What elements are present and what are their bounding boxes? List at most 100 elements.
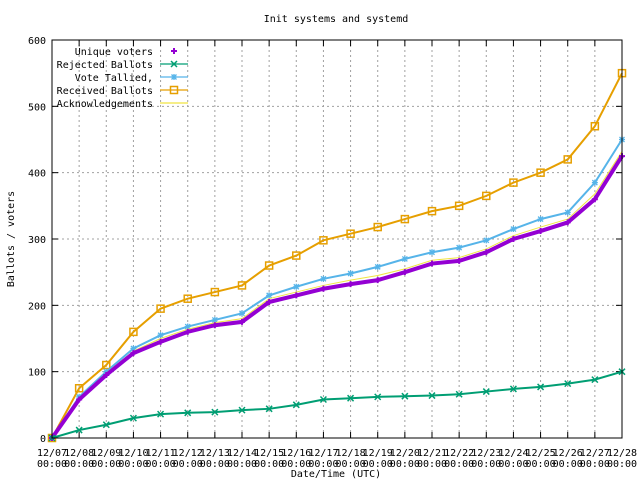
data-point-received-ballots: [536, 168, 545, 177]
y-tick-label: 200: [28, 301, 46, 312]
y-tick-label: 300: [28, 235, 46, 246]
x-tick-label: 12/08: [64, 448, 94, 459]
x-tick-time-label: 00:00: [146, 459, 176, 470]
data-point-rejected-ballots: [157, 410, 165, 418]
x-tick-time-label: 00:00: [281, 459, 311, 470]
data-point-unique-voters: [320, 285, 327, 292]
data-point-unique-voters: [184, 328, 191, 335]
x-tick-label: 12/11: [146, 448, 176, 459]
data-point-unique-voters: [401, 269, 408, 276]
legend-label: Received Ballots: [57, 86, 153, 97]
data-point-received-ballots: [264, 261, 274, 270]
data-point-received-ballots: [183, 294, 192, 303]
x-tick-label: 12/16: [281, 448, 311, 459]
grid: [52, 40, 622, 438]
x-tick-label: 12/19: [363, 448, 393, 459]
x-tick-time-label: 00:00: [526, 459, 556, 470]
data-point-vote-tallied: [239, 310, 245, 317]
legend-item-unique-voters: Unique voters: [75, 47, 177, 58]
data-point-vote-tallied: [374, 263, 381, 270]
x-tick-label: 12/22: [444, 448, 474, 459]
data-point-rejected-ballots: [482, 388, 490, 396]
data-point-unique-voters: [157, 338, 164, 345]
x-axis-label: Date/Time (UTC): [291, 469, 381, 480]
x-tick-time-label: 00:00: [118, 459, 148, 470]
chart-title: Init systems and systemd: [264, 14, 409, 25]
data-point-rejected-ballots: [401, 392, 409, 400]
series-line-acknowledgements: [51, 151, 623, 439]
data-point-rejected-ballots: [75, 426, 83, 434]
x-tick-label: 12/27: [580, 448, 610, 459]
y-tick-label: 100: [28, 368, 46, 379]
data-point-unique-voters: [537, 228, 544, 235]
x-tick-time-label: 00:00: [498, 459, 528, 470]
data-point-unique-voters: [456, 257, 463, 264]
data-point-rejected-ballots: [184, 409, 192, 417]
data-point-unique-voters: [564, 219, 571, 226]
data-point-vote-tallied: [266, 292, 273, 299]
series-unique-voters: [49, 153, 625, 441]
data-point-unique-voters: [211, 322, 218, 329]
data-point-vote-tallied: [564, 209, 571, 216]
data-point-received-ballots: [156, 304, 165, 313]
x-tick-label: 12/09: [91, 448, 121, 459]
data-point-rejected-ballots: [537, 383, 545, 391]
y-tick-label: 400: [28, 169, 46, 180]
x-tick-label: 12/20: [390, 448, 420, 459]
data-point-received-ballots: [129, 327, 138, 337]
data-point-unique-voters: [591, 196, 598, 203]
data-point-received-ballots: [346, 229, 355, 238]
data-point-vote-tallied: [537, 216, 544, 223]
data-point-unique-voters: [293, 292, 300, 299]
data-point-rejected-ballots: [211, 408, 219, 416]
data-point-received-ballots: [509, 178, 518, 187]
x-tick-label: 12/23: [471, 448, 501, 459]
data-point-rejected-ballots: [455, 390, 463, 398]
data-point-received-ballots: [237, 281, 247, 290]
x-tick-time-label: 00:00: [37, 459, 67, 470]
data-point-unique-voters: [347, 281, 354, 288]
data-point-received-ballots: [319, 236, 328, 245]
data-point-unique-voters: [483, 249, 490, 256]
legend-label: Unique voters: [75, 47, 153, 58]
legend-item-acknowledgements: Acknowledgements: [57, 99, 188, 110]
x-tick-time-label: 00:00: [200, 459, 230, 470]
data-point-vote-tallied: [320, 275, 327, 282]
legend: Unique voters Rejected Ballots Vote Tallie…: [57, 47, 188, 110]
x-tick-label: 12/18: [336, 448, 366, 459]
legend-item-rejected-ballots: Rejected Ballots: [57, 60, 188, 71]
x-tick-time-label: 00:00: [363, 459, 393, 470]
x-tick-label: 12/13: [200, 448, 230, 459]
data-point-rejected-ballots: [347, 394, 355, 402]
data-point-vote-tallied: [130, 345, 137, 352]
x-tick-label: 12/07: [37, 448, 67, 459]
data-point-rejected-ballots: [319, 395, 327, 404]
series-line-rejected-ballots: [51, 370, 623, 439]
data-point-received-ballots: [373, 222, 382, 232]
legend-marker: [169, 85, 179, 95]
data-point-unique-voters: [429, 260, 435, 267]
legend-marker: [171, 48, 177, 54]
data-point-rejected-ballots: [374, 393, 382, 401]
legend-marker: [170, 60, 178, 68]
y-axis-label: Ballots / voters: [6, 191, 17, 287]
data-point-vote-tallied: [483, 237, 490, 244]
x-tick-label: 12/26: [553, 448, 583, 459]
data-point-received-ballots: [102, 360, 111, 370]
data-point-received-ballots: [292, 251, 301, 260]
series-line-received-ballots: [51, 72, 623, 439]
series-vote-tallied: [49, 136, 625, 441]
series-layer: [47, 68, 627, 443]
data-point-rejected-ballots: [428, 392, 436, 400]
legend-item-vote-tallied: Vote Tallied,: [75, 73, 188, 84]
x-tick-label: 12/25: [526, 448, 556, 459]
x-tick-time-label: 00:00: [417, 459, 447, 470]
x-tick-time-label: 00:00: [173, 459, 203, 470]
data-point-unique-voters: [103, 371, 110, 378]
x-tick-time-label: 00:00: [444, 459, 474, 470]
series-line-vote-tallied: [51, 138, 623, 439]
data-point-rejected-ballots: [292, 401, 300, 409]
x-tick-label: 12/24: [498, 448, 528, 459]
data-point-rejected-ballots: [238, 406, 246, 414]
data-point-received-ballots: [482, 191, 491, 201]
